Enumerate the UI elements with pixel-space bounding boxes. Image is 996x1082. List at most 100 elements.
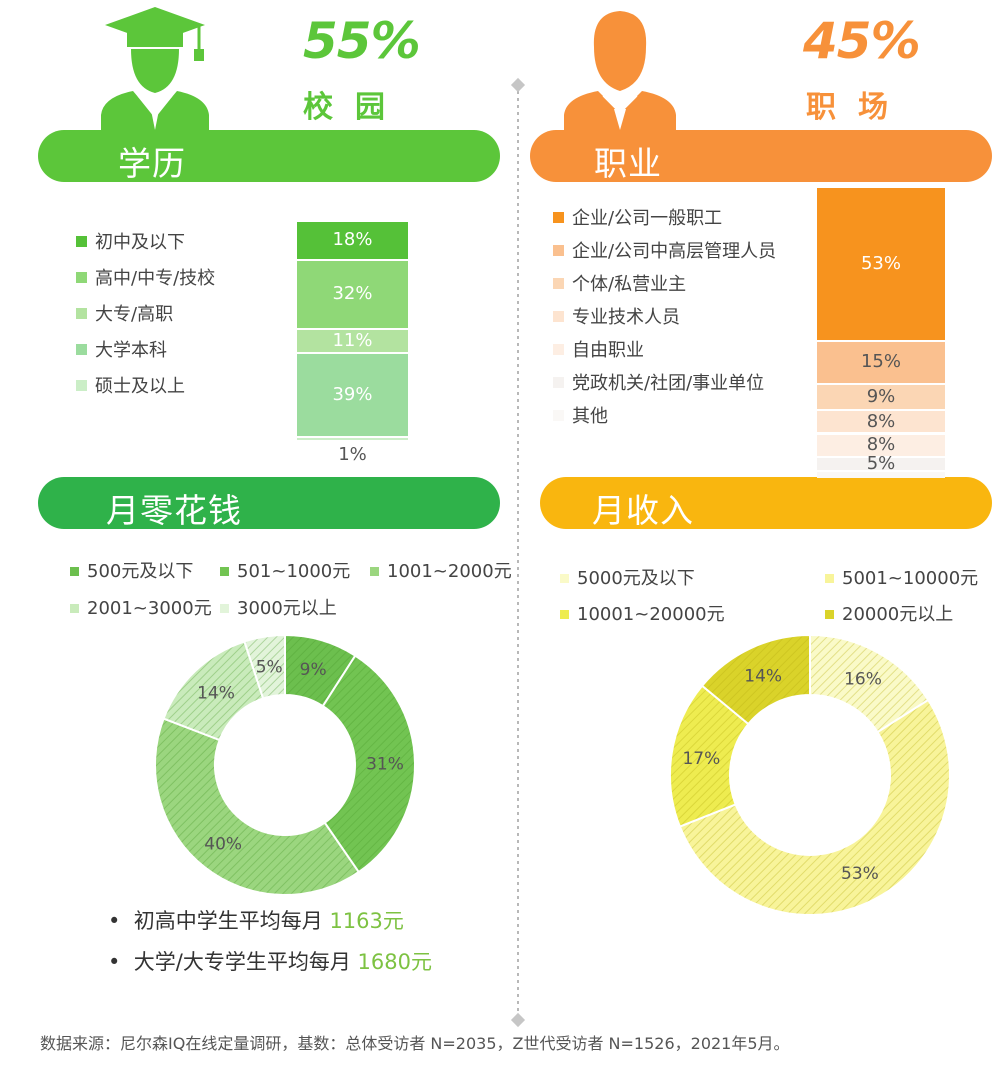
- legend-swatch: [76, 308, 87, 319]
- donut-slice: [700, 633, 811, 726]
- bar-label: 1%: [338, 443, 367, 465]
- legend-swatch: [553, 344, 564, 355]
- donut-label: 53%: [841, 864, 879, 884]
- note-text: 大学/大专学生平均每月: [133, 950, 358, 974]
- bar-label: 18%: [332, 229, 373, 251]
- legend-swatch: [220, 604, 229, 613]
- bar-segment: [817, 434, 945, 456]
- workplace-percent: 45%: [803, 12, 921, 70]
- legend-swatch: [70, 567, 79, 576]
- legend-item: 大学本科: [76, 336, 167, 362]
- donut-label: 14%: [744, 666, 782, 686]
- legend-item: 自由职业: [553, 336, 644, 362]
- donut-slice: [321, 654, 416, 874]
- legend-swatch: [825, 610, 834, 619]
- workplace-label: 职场: [806, 90, 910, 125]
- legend-item: 党政机关/社团/事业单位: [553, 369, 764, 395]
- bar-label: 53%: [860, 252, 901, 274]
- note-value: 1163元: [329, 909, 404, 933]
- legend-label: 5000元及以下: [577, 568, 695, 589]
- legend-label: 20000元以上: [842, 604, 954, 625]
- donut-label: 5%: [256, 657, 283, 677]
- bar-label: 8%: [866, 434, 896, 456]
- note-middle-school: • 初高中学生平均每月 1163元: [108, 905, 404, 935]
- center-divider: [517, 84, 519, 1020]
- legend-item: 1001~2000元: [370, 557, 512, 583]
- legend-item: 硕士及以上: [76, 372, 185, 398]
- income-donut-chart: 16% 53% 17% 14%: [669, 633, 951, 916]
- bar-segment: [817, 341, 945, 384]
- bar-segment: [817, 385, 945, 410]
- note-college: • 大学/大专学生平均每月 1680元: [108, 946, 432, 976]
- occupation-title: 职业: [594, 144, 662, 183]
- legend-item: 500元及以下: [70, 557, 193, 583]
- legend-swatch: [553, 212, 564, 223]
- legend-swatch: [560, 610, 569, 619]
- legend-label: 企业/公司中高层管理人员: [572, 241, 777, 262]
- legend-label: 个体/私营业主: [572, 274, 687, 295]
- legend-label: 1001~2000元: [387, 561, 512, 582]
- legend-swatch: [370, 567, 379, 576]
- legend-label: 5001~10000元: [842, 568, 979, 589]
- legend-swatch: [825, 574, 834, 583]
- income-header: [540, 477, 992, 529]
- legend-label: 专业技术人员: [572, 307, 680, 328]
- legend-swatch: [76, 344, 87, 355]
- legend-label: 大学本科: [95, 340, 167, 361]
- donut-slice: [678, 698, 951, 916]
- occupation-header: [530, 130, 992, 182]
- legend-item: 专业技术人员: [553, 303, 680, 329]
- legend-label: 初中及以下: [95, 232, 185, 253]
- legend-label: 其他: [572, 406, 608, 427]
- bar-segment: [297, 222, 408, 259]
- donut-label: 16%: [844, 670, 882, 690]
- legend-label: 10001~20000元: [577, 604, 725, 625]
- bullet-icon: •: [108, 950, 134, 974]
- legend-item: 5000元及以下: [560, 564, 695, 590]
- legend-label: 3000元以上: [237, 598, 337, 619]
- note-text: 初高中学生平均每月: [133, 909, 330, 933]
- legend-item: 大专/高职: [76, 300, 173, 326]
- businessman-icon: [564, 11, 676, 130]
- legend-swatch: [70, 604, 79, 613]
- legend-item: 2001~3000元: [70, 594, 212, 620]
- donut-label: 17%: [682, 749, 720, 769]
- bar-segment: [817, 411, 945, 433]
- legend-item: 高中/中专/技校: [76, 264, 215, 290]
- bar-segment: [297, 353, 408, 436]
- education-title: 学历: [118, 144, 186, 183]
- bar-segment: [297, 437, 408, 440]
- bar-segment: [297, 329, 408, 352]
- legend-item: 5001~10000元: [825, 564, 978, 590]
- legend-swatch: [76, 272, 87, 283]
- legend-item: 20000元以上: [825, 600, 953, 626]
- legend-item: 501~1000元: [220, 557, 350, 583]
- legend-item: 10001~20000元: [560, 600, 725, 626]
- bar-label: 39%: [332, 383, 373, 405]
- campus-percent: 55%: [303, 12, 421, 70]
- legend-label: 党政机关/社团/事业单位: [572, 373, 765, 394]
- legend-swatch: [553, 377, 564, 388]
- bullet-icon: •: [108, 909, 134, 933]
- divider-diamond-bottom: [510, 1012, 526, 1028]
- legend-swatch: [553, 245, 564, 256]
- legend-label: 企业/公司一般职工: [572, 208, 723, 229]
- donut-slice: [154, 717, 361, 896]
- legend-item: 其他: [553, 402, 608, 428]
- donut-label: 14%: [197, 684, 235, 704]
- income-title: 月收入: [592, 491, 694, 530]
- donut-label: 9%: [300, 660, 327, 680]
- legend-label: 高中/中专/技校: [95, 268, 216, 289]
- allowance-donut-chart: 9% 31% 40% 14% 5%: [154, 633, 416, 896]
- bar-label: 8%: [866, 410, 896, 432]
- donut-label: 40%: [204, 835, 242, 855]
- legend-item: 个体/私营业主: [553, 270, 686, 296]
- legend-label: 大专/高职: [95, 304, 174, 325]
- graduate-icon: [101, 7, 209, 130]
- bar-label: 9%: [866, 386, 896, 408]
- divider-diamond-top: [510, 77, 526, 93]
- legend-swatch: [553, 410, 564, 421]
- legend-swatch: [560, 574, 569, 583]
- legend-swatch: [76, 236, 87, 247]
- legend-label: 500元及以下: [87, 561, 194, 582]
